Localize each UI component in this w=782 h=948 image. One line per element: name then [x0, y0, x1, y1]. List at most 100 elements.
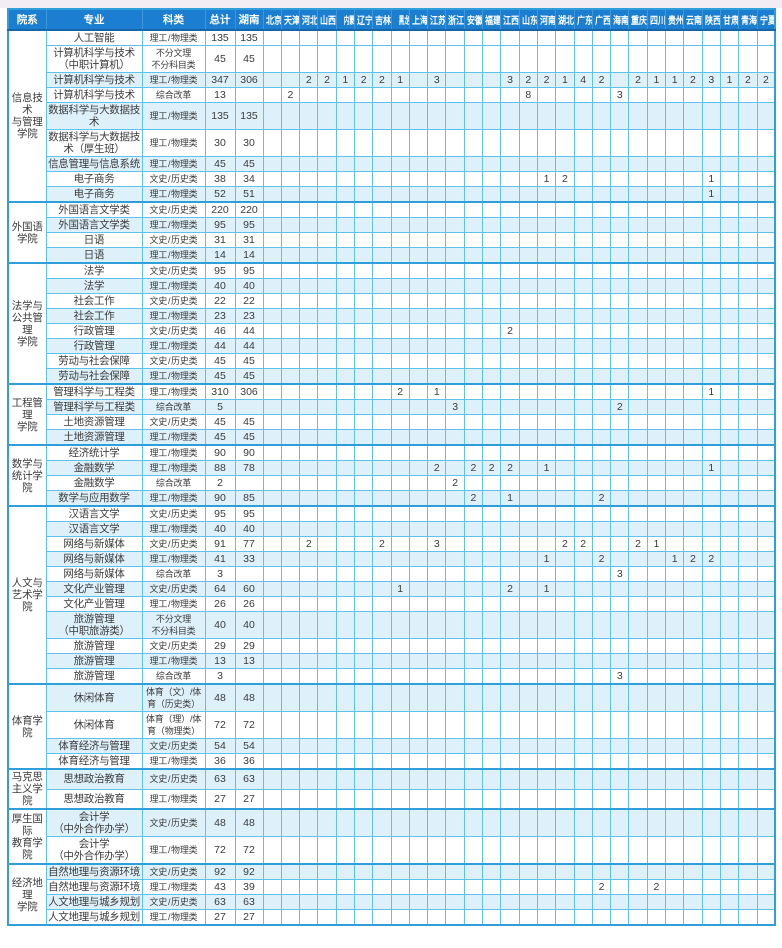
province-value-cell [262, 72, 282, 88]
province-value-cell [719, 444, 740, 461]
province-value-cell [500, 247, 520, 264]
province-value-cell [500, 836, 520, 865]
province-value-cell [701, 262, 721, 279]
province-value-cell [299, 171, 319, 187]
province-value-cell [701, 894, 721, 910]
province-value-cell [427, 29, 447, 46]
province-value-cell [280, 102, 301, 130]
major-cell: 网络与新媒体 [45, 566, 143, 582]
province-value-cell [518, 323, 538, 339]
province-value-cell [317, 536, 337, 552]
province-value-cell [317, 247, 337, 264]
province-value-cell [518, 879, 538, 895]
province-value-cell [445, 894, 465, 910]
province-value-cell [445, 278, 465, 294]
province-value-cell [299, 596, 319, 612]
total-cell: 48 [204, 808, 236, 837]
province-value-cell [610, 521, 630, 537]
province-value-cell [518, 383, 538, 400]
province-value-cell [427, 129, 447, 157]
province-value-cell [335, 475, 355, 491]
major-cell: 社会工作 [45, 308, 143, 324]
province-value-cell [518, 836, 538, 865]
province-value-cell [683, 171, 703, 187]
province-value-cell [262, 262, 282, 279]
province-value-cell [646, 201, 667, 218]
province-value-cell [335, 788, 355, 810]
province-value-cell [555, 460, 575, 476]
province-value-cell [408, 308, 429, 324]
province-value-cell [555, 429, 575, 446]
hunan-cell: 23 [234, 308, 264, 324]
table-row: 日语 理工 / 物理类 14 14 [8, 247, 776, 264]
province-value-cell [299, 909, 319, 926]
province-value-cell [536, 505, 557, 522]
province-value-cell [555, 156, 575, 172]
province-value-cell [756, 683, 776, 712]
province-value-cell [262, 399, 282, 415]
province-value-cell [701, 232, 721, 248]
province-value-cell [335, 45, 355, 73]
province-value-cell [280, 460, 301, 476]
province-value-cell [463, 551, 484, 567]
province-value-cell [628, 29, 648, 46]
province-value-cell [738, 581, 758, 597]
province-value-cell [372, 551, 392, 567]
province-value-cell [299, 262, 319, 279]
total-cell: 88 [204, 460, 236, 476]
province-value-cell [518, 368, 538, 385]
province-value-cell [719, 278, 740, 294]
province-value-cell [500, 611, 520, 639]
province-value-cell [573, 753, 593, 770]
province-value-cell [683, 879, 703, 895]
table-row: 信息技术 与管理 学院 人工智能 理工 / 物理类 135 135 [7, 29, 776, 203]
province-value-cell [555, 293, 575, 309]
province-value-cell [756, 368, 776, 385]
province-value-cell [372, 738, 392, 754]
province-value-cell [610, 247, 630, 264]
province-value-cell [555, 879, 575, 895]
province-value-cell [372, 475, 392, 491]
province-value-cell [646, 788, 667, 810]
province-value-cell [280, 323, 301, 339]
province-value-cell [536, 247, 557, 264]
province-value-cell [701, 353, 721, 369]
province-value-cell [719, 788, 740, 810]
province-value-cell: 1 [701, 171, 721, 187]
province-value-cell [317, 293, 337, 309]
province-value-cell [591, 156, 612, 172]
major-cell: 管理科学与工程类 [45, 399, 143, 415]
province-value-cell [299, 711, 319, 739]
hunan-cell: 63 [234, 894, 264, 910]
province-value-cell [555, 596, 575, 612]
hunan-cell [234, 668, 264, 685]
province-value-cell [408, 909, 429, 926]
province-value-cell [518, 232, 538, 248]
admission-plan-container: 院系专业科类总计湖南北京天津河北山西内蒙古辽宁吉林黑龙江上海江苏浙江安徽福建江西… [7, 8, 777, 926]
province-value-cell [262, 414, 282, 430]
province-value-cell [427, 247, 447, 264]
hunan-cell: 72 [234, 711, 264, 739]
province-value-cell [591, 653, 612, 669]
province-value-cell [482, 156, 502, 172]
province-value-cell [628, 611, 648, 639]
province-value-cell [518, 894, 538, 910]
major-cell: 土地资源管理 [45, 414, 143, 430]
table-header: 院系专业科类总计湖南北京天津河北山西内蒙古辽宁吉林黑龙江上海江苏浙江安徽福建江西… [7, 8, 776, 31]
department-cell: 数学与 统计学院 [7, 444, 47, 507]
hunan-cell: 51 [234, 186, 264, 203]
province-value-cell [463, 788, 484, 810]
province-value-cell [500, 308, 520, 324]
province-value-cell [408, 788, 429, 810]
province-value-cell [280, 653, 301, 669]
category-cell: 理工 / 物理类 [141, 521, 206, 537]
province-value-cell [536, 29, 557, 46]
province-value-cell [646, 505, 667, 522]
province-value-cell [738, 808, 758, 837]
table-row: 旅游管理 综合改革 3 3 [8, 668, 776, 685]
province-value-cell [646, 368, 667, 385]
province-value-cell [280, 566, 301, 582]
province-value-cell [353, 45, 374, 73]
province-value-cell [555, 711, 575, 739]
province-value-cell [463, 611, 484, 639]
